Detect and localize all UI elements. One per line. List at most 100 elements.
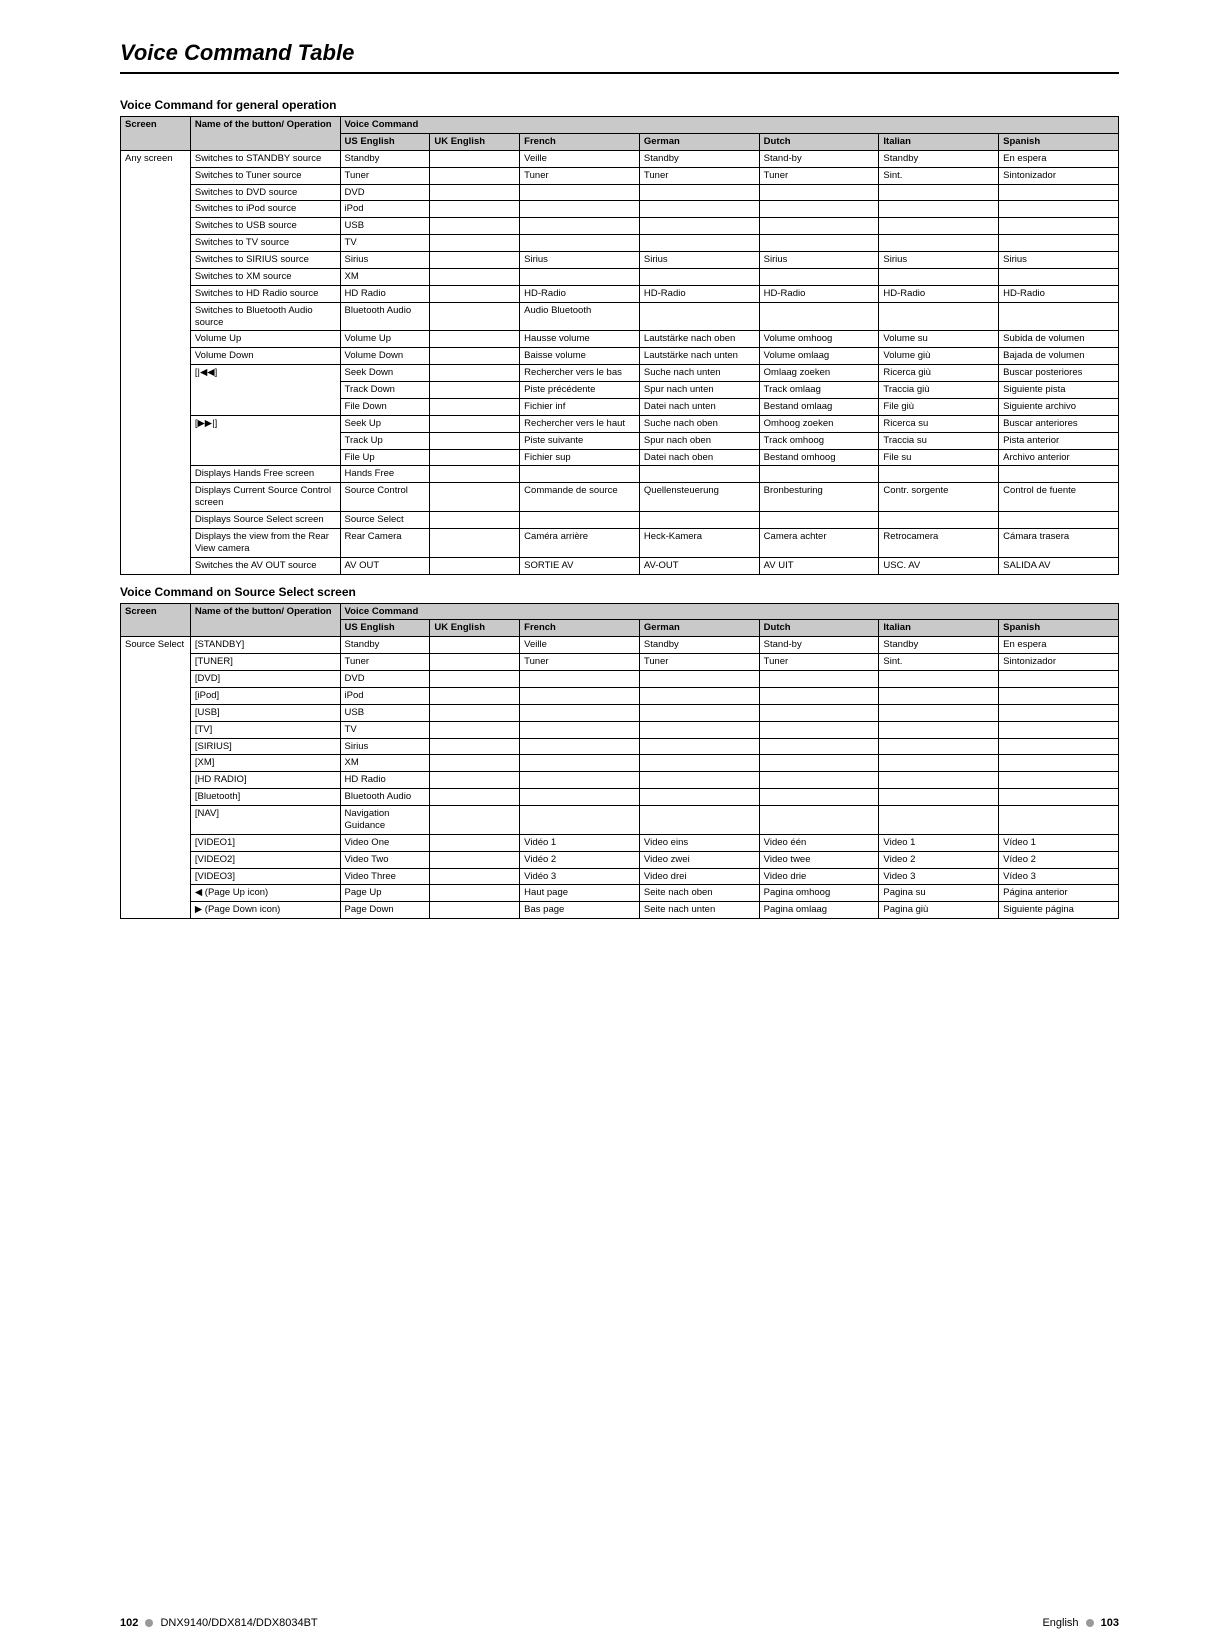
lang-cell-us: Page Up: [340, 885, 430, 902]
lang-cell-uk: [430, 806, 520, 835]
lang-cell-us: Source Select: [340, 512, 430, 529]
lang-cell-fr: [520, 687, 640, 704]
operation-cell: Switches to Tuner source: [190, 167, 340, 184]
lang-cell-de: Heck-Kamera: [639, 528, 759, 557]
lang-cell-fr: Piste précédente: [520, 382, 640, 399]
footer-right-lang: English: [1042, 1617, 1078, 1629]
lang-cell-nl: [759, 184, 879, 201]
lang-cell-uk: [430, 755, 520, 772]
lang-cell-es: Control de fuente: [999, 483, 1119, 512]
table-row: Switches to SIRIUS sourceSiriusSiriusSir…: [121, 252, 1119, 269]
bullet-icon: [1086, 1619, 1094, 1627]
table-row: Switches to iPod sourceiPod: [121, 201, 1119, 218]
lang-cell-us: iPod: [340, 687, 430, 704]
lang-cell-fr: Hausse volume: [520, 331, 640, 348]
operation-cell: Switches to STANDBY source: [190, 150, 340, 167]
lang-cell-uk: [430, 483, 520, 512]
lang-cell-fr: Bas page: [520, 902, 640, 919]
table-row: Switches the AV OUT sourceAV OUTSORTIE A…: [121, 557, 1119, 574]
lang-cell-nl: Pagina omhoog: [759, 885, 879, 902]
lang-cell-it: Traccia su: [879, 432, 999, 449]
lang-cell-es: [999, 738, 1119, 755]
lang-cell-uk: [430, 687, 520, 704]
footer-left-model: DNX9140/DDX814/DDX8034BT: [160, 1617, 317, 1629]
table-row: Switches to XM sourceXM: [121, 268, 1119, 285]
lang-cell-es: Vídeo 2: [999, 851, 1119, 868]
lang-cell-fr: [520, 755, 640, 772]
table-row: [VIDEO1]Video OneVidéo 1Video einsVideo …: [121, 834, 1119, 851]
operation-cell: Displays the view from the Rear View cam…: [190, 528, 340, 557]
page: Voice Command Table Voice Command for ge…: [0, 0, 1209, 1649]
lang-cell-es: [999, 235, 1119, 252]
lang-cell-nl: Track omlaag: [759, 382, 879, 399]
table-row: Source Select[STANDBY]StandbyVeilleStand…: [121, 637, 1119, 654]
bullet-icon: [145, 1619, 153, 1627]
lang-cell-nl: Volume omhoog: [759, 331, 879, 348]
operation-cell: Displays Hands Free screen: [190, 466, 340, 483]
lang-cell-it: Ricerca giù: [879, 365, 999, 382]
lang-cell-uk: [430, 528, 520, 557]
operation-cell: [iPod]: [190, 687, 340, 704]
lang-cell-de: [639, 671, 759, 688]
lang-cell-uk: [430, 704, 520, 721]
lang-cell-es: Siguiente página: [999, 902, 1119, 919]
lang-cell-fr: [520, 268, 640, 285]
lang-cell-uk: [430, 721, 520, 738]
table-row: [USB]USB: [121, 704, 1119, 721]
lang-cell-de: [639, 789, 759, 806]
operation-cell: [HD RADIO]: [190, 772, 340, 789]
lang-cell-es: HD-Radio: [999, 285, 1119, 302]
lang-cell-us: HD Radio: [340, 285, 430, 302]
page-title: Voice Command Table: [120, 40, 1119, 74]
lang-cell-fr: [520, 738, 640, 755]
lang-cell-nl: Bestand omlaag: [759, 398, 879, 415]
lang-cell-it: Sint.: [879, 654, 999, 671]
lang-cell-fr: [520, 512, 640, 529]
table-row: [SIRIUS]Sirius: [121, 738, 1119, 755]
lang-cell-nl: [759, 738, 879, 755]
lang-cell-nl: [759, 466, 879, 483]
lang-cell-de: [639, 772, 759, 789]
operation-cell: [XM]: [190, 755, 340, 772]
operation-cell: [SIRIUS]: [190, 738, 340, 755]
lang-cell-fr: [520, 184, 640, 201]
lang-cell-de: Video eins: [639, 834, 759, 851]
table-row: [VIDEO2]Video TwoVidéo 2Video zweiVideo …: [121, 851, 1119, 868]
lang-cell-fr: [520, 721, 640, 738]
lang-cell-us: Source Control: [340, 483, 430, 512]
lang-cell-es: Sintonizador: [999, 167, 1119, 184]
lang-cell-uk: [430, 834, 520, 851]
lang-cell-nl: Omlaag zoeken: [759, 365, 879, 382]
lang-cell-it: Volume su: [879, 331, 999, 348]
footer-right: English 103: [1042, 1617, 1119, 1629]
table-row: Switches to HD Radio sourceHD RadioHD-Ra…: [121, 285, 1119, 302]
lang-cell-uk: [430, 218, 520, 235]
lang-cell-it: Sirius: [879, 252, 999, 269]
operation-cell: Switches to XM source: [190, 268, 340, 285]
lang-cell-de: Datei nach oben: [639, 449, 759, 466]
lang-cell-it: HD-Radio: [879, 285, 999, 302]
operation-cell: Volume Up: [190, 331, 340, 348]
page-footer: 102 DNX9140/DDX814/DDX8034BT English 103: [120, 1617, 1119, 1629]
lang-cell-nl: [759, 755, 879, 772]
lang-cell-de: [639, 218, 759, 235]
lang-cell-nl: Pagina omlaag: [759, 902, 879, 919]
table-row: [|◀◀]Seek DownRechercher vers le basSuch…: [121, 365, 1119, 382]
lang-cell-us: Sirius: [340, 738, 430, 755]
lang-cell-es: [999, 806, 1119, 835]
col-es: Spanish: [999, 620, 1119, 637]
col-screen: Screen: [121, 117, 191, 151]
lang-cell-nl: [759, 806, 879, 835]
lang-cell-fr: [520, 235, 640, 252]
lang-cell-de: Seite nach oben: [639, 885, 759, 902]
col-us: US English: [340, 133, 430, 150]
table-row: [VIDEO3]Video ThreeVidéo 3Video dreiVide…: [121, 868, 1119, 885]
table-source-select: Screen Name of the button/ Operation Voi…: [120, 603, 1119, 920]
lang-cell-es: [999, 789, 1119, 806]
lang-cell-fr: Sirius: [520, 252, 640, 269]
lang-cell-it: [879, 772, 999, 789]
table-row: Volume DownVolume DownBaisse volumeLauts…: [121, 348, 1119, 365]
lang-cell-de: Lautstärke nach unten: [639, 348, 759, 365]
operation-cell: [TV]: [190, 721, 340, 738]
lang-cell-fr: [520, 466, 640, 483]
